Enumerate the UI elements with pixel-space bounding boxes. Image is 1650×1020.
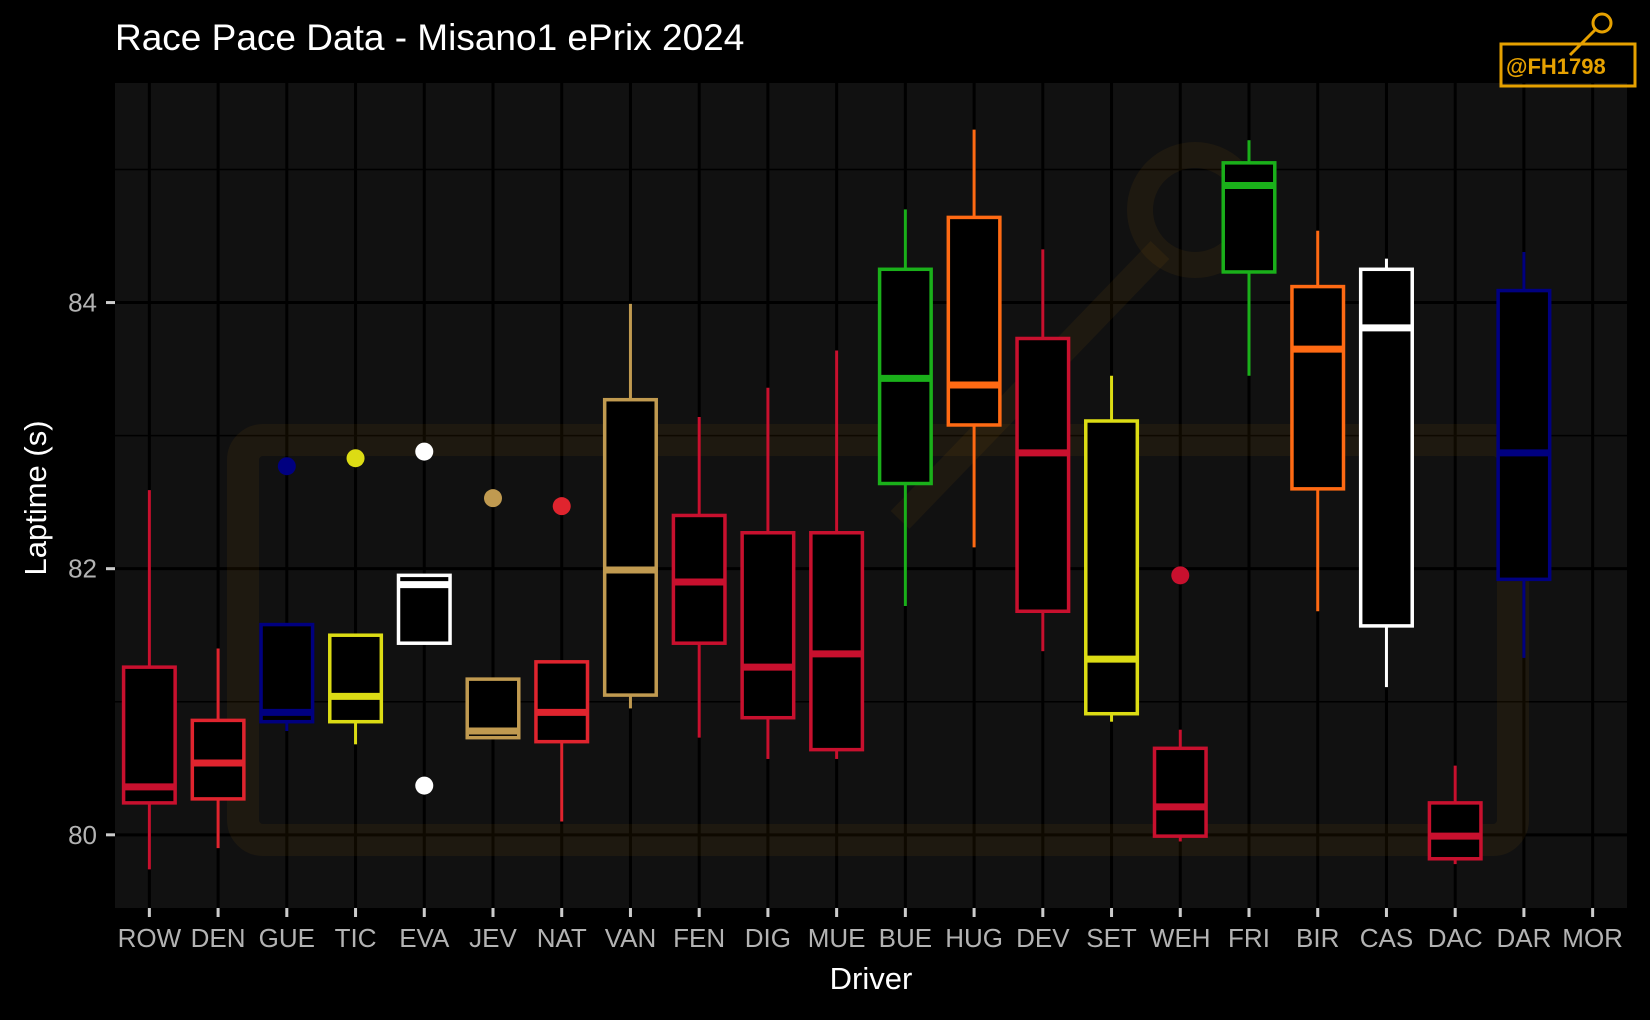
box-body — [328, 633, 384, 724]
box-mue — [809, 350, 865, 759]
x-tick-label: WEH — [1150, 923, 1211, 953]
outlier-point — [484, 489, 502, 508]
x-tick-label: BUE — [879, 923, 932, 953]
outlier-point — [415, 776, 434, 795]
box-body — [946, 215, 1002, 427]
box-body — [1015, 336, 1071, 614]
box-fen — [671, 416, 727, 738]
x-tick-label: GUE — [259, 923, 315, 953]
y-tick-label: 80 — [68, 820, 97, 850]
key-icon — [1591, 12, 1613, 34]
box-body — [1290, 284, 1346, 491]
box-body — [259, 622, 315, 724]
axes: ROW DEN GUE TIC EVA JEV NAT VAN FEN DIG MUE BUE HUG D… — [68, 288, 1623, 953]
x-tick-label: BIR — [1296, 923, 1339, 953]
box-row — [121, 490, 177, 870]
x-tick-label: MOR — [1562, 923, 1623, 953]
x-tick-label: CAS — [1360, 923, 1413, 953]
x-tick-label: VAN — [605, 923, 657, 953]
key-shaft — [1568, 28, 1597, 57]
watermark-frame — [1499, 42, 1637, 88]
chart-title: Race Pace Data - Misano1 ePrix 2024 — [115, 17, 744, 58]
x-tick-label: ROW — [118, 923, 182, 953]
box-body — [1427, 801, 1483, 861]
box-van — [602, 303, 658, 709]
x-tick-label: DEV — [1016, 923, 1070, 953]
outlier-point — [552, 497, 571, 516]
outlier-point — [415, 442, 434, 461]
y-axis-title: Laptime (s) — [18, 420, 53, 575]
box-nat — [534, 497, 590, 822]
box-bue — [877, 209, 933, 606]
box-cas — [1358, 258, 1414, 688]
outlier-point — [277, 457, 296, 476]
box-body — [1221, 161, 1277, 274]
x-tick-label: DAR — [1496, 923, 1551, 953]
box-dig — [740, 387, 796, 759]
box-dev — [1015, 249, 1071, 652]
box-body — [121, 665, 177, 805]
box-set — [1084, 375, 1140, 722]
x-tick-label: MUE — [808, 923, 866, 953]
box-body — [740, 531, 796, 720]
box-bir — [1290, 230, 1346, 612]
box-tic — [328, 449, 384, 745]
box-body — [809, 531, 865, 752]
box-hug — [946, 129, 1002, 548]
x-tick-label: HUG — [945, 923, 1003, 953]
watermark-logo: @FH1798 — [1499, 12, 1637, 88]
box-body — [1084, 419, 1140, 716]
x-tick-label: JEV — [469, 923, 517, 953]
x-tick-label: FEN — [673, 923, 725, 953]
box-dar — [1496, 251, 1552, 658]
x-tick-label: EVA — [399, 923, 450, 953]
box-gue — [259, 457, 315, 732]
x-tick-label: DEN — [191, 923, 246, 953]
box-weh — [1152, 566, 1208, 842]
x-axis-title: Driver — [830, 961, 913, 996]
x-tick-label: DIG — [745, 923, 791, 953]
y-tick-label: 84 — [68, 288, 97, 318]
box-body — [534, 660, 590, 744]
box-eva — [396, 442, 452, 795]
box-body — [1496, 288, 1552, 582]
outlier-point — [346, 449, 365, 468]
box-body — [602, 397, 658, 697]
outlier-point — [1171, 566, 1190, 585]
boxes — [121, 129, 1552, 870]
x-tick-label: DAC — [1428, 923, 1483, 953]
box-body — [1152, 746, 1208, 838]
x-tick-label: FRI — [1228, 923, 1270, 953]
box-fri — [1221, 140, 1277, 376]
box-body — [1358, 267, 1414, 628]
x-tick-label: TIC — [335, 923, 377, 953]
x-tick-label: SET — [1086, 923, 1137, 953]
box-den — [190, 648, 246, 849]
box-jev — [465, 489, 521, 740]
box-dac — [1427, 765, 1483, 865]
y-tick-label: 82 — [68, 554, 97, 584]
x-tick-label: NAT — [537, 923, 587, 953]
watermark-text: @FH1798 — [1506, 54, 1606, 79]
